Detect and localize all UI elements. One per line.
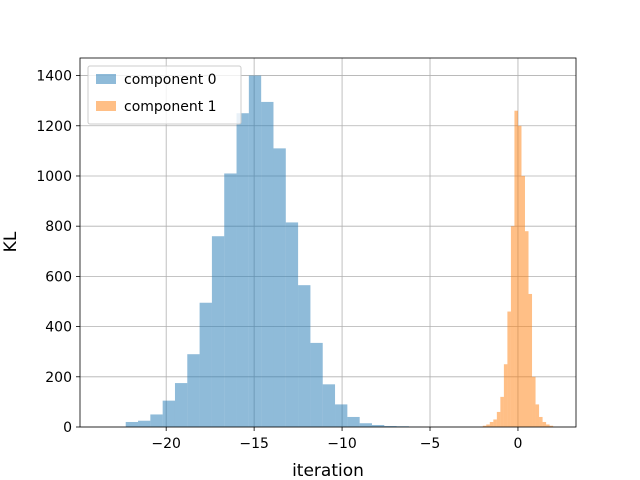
y-tick-label: 1000 [36,169,72,185]
x-tick-label: −10 [327,436,357,452]
histogram-bar-component-0 [285,222,299,427]
histogram-bar-component-1 [532,376,536,427]
y-tick-label: 200 [45,370,72,386]
histogram-bar-component-1 [496,411,501,427]
histogram-bar-component-1 [549,425,554,427]
plot-frame [79,57,577,428]
histogram-bar-component-0 [347,416,360,427]
histogram-bar-component-1 [539,416,543,427]
histogram-bar-component-1 [489,421,494,427]
legend-label-component-0: component 0 [124,72,217,88]
x-tick-label: 0 [513,436,522,452]
histogram-bar-component-1 [493,419,497,427]
histogram-bar-component-0 [335,404,348,427]
histogram-bar-component-0 [384,425,397,427]
histogram-bar-component-0 [138,420,151,427]
histogram-bar-component-1 [507,311,511,427]
x-tick-label: −15 [239,436,269,452]
histogram-bar-component-0 [211,236,225,427]
histogram-bar-component-1 [528,293,533,427]
histogram-bar-component-1 [503,364,508,427]
histogram-bar-component-1 [486,424,490,427]
histogram-bar-component-1 [546,424,550,427]
y-tick-label: 1200 [36,119,72,135]
x-tick-label: −5 [420,436,441,452]
y-ticks: 0 200 400 600 800 1000 1200 1400 [36,69,80,436]
y-tick-label: 1400 [36,69,72,85]
histogram-bar-component-0 [261,101,274,427]
legend-swatch-component-1 [96,101,116,111]
bars [125,75,554,428]
y-tick-label: 800 [45,219,72,235]
histogram-bar-component-0 [371,424,385,427]
histogram-bar-component-1 [542,421,547,427]
y-axis-label: KL [1,231,21,252]
x-tick-label: −20 [151,436,181,452]
x-axis-label: iteration [292,461,364,480]
histogram-bar-component-0 [174,383,188,427]
histogram-bar-component-0 [273,148,286,427]
histogram-bar-component-0 [310,342,323,427]
y-tick-label: 600 [45,269,72,285]
legend: component 0 component 1 [87,65,242,125]
histogram-bar-component-0 [322,384,336,427]
histogram-bar-component-1 [500,396,504,427]
histogram-bar-component-0 [199,302,212,427]
histogram-bar-component-0 [248,75,262,428]
histogram-bar-component-0 [187,354,200,427]
legend-box [87,65,242,125]
histogram-bar-component-0 [224,173,237,427]
histogram-bar-component-0 [150,414,163,427]
histogram-bar-component-0 [236,113,249,427]
y-tick-label: 0 [63,420,72,436]
histogram-bar-component-1 [521,175,525,427]
histogram-bar-component-1 [510,226,515,427]
histogram-bar-component-1 [517,125,522,427]
histogram-bar-component-0 [359,423,372,427]
legend-label-component-1: component 1 [124,99,217,115]
histogram-bar-component-0 [125,421,139,427]
histogram-bar-component-1 [482,425,487,427]
histogram-bar-component-0 [162,400,175,427]
histogram-bar-component-1 [514,110,518,427]
y-tick-label: 400 [45,320,72,336]
x-ticks: −20 −15 −10 −5 0 [151,427,522,452]
histogram-bar-component-1 [524,231,529,427]
legend-swatch-component-0 [96,74,116,84]
histogram-bar-component-1 [535,404,540,427]
histogram-bar-component-0 [298,285,311,427]
